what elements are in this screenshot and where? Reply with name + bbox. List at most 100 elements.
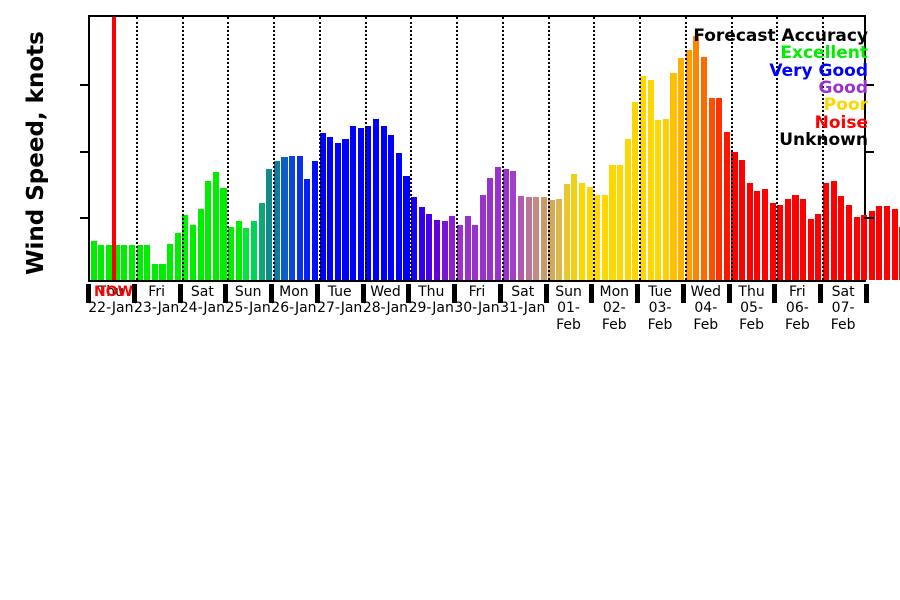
- bar: [670, 73, 677, 280]
- bar: [289, 155, 296, 280]
- bar: [853, 217, 860, 280]
- bar: [418, 206, 425, 280]
- bar: [807, 219, 814, 280]
- bar: [617, 164, 624, 280]
- bar: [655, 119, 662, 280]
- x-axis-day-separator: [864, 284, 869, 303]
- bar: [296, 155, 303, 280]
- bar: [746, 182, 753, 280]
- legend: Forecast Accuracy Excellent Very Good Good…: [693, 27, 868, 149]
- day-of-week: Fri: [789, 284, 806, 300]
- day-gridline: [822, 17, 825, 280]
- bar: [479, 195, 486, 280]
- bar: [563, 183, 570, 280]
- bar: [533, 196, 540, 280]
- day-date: 30-Jan: [454, 300, 500, 316]
- bar: [304, 178, 311, 280]
- bar: [769, 202, 776, 280]
- bar: [815, 213, 822, 280]
- day-of-week: Mon: [279, 284, 309, 300]
- bar: [777, 205, 784, 280]
- bar: [830, 181, 837, 280]
- x-axis-day-separator: [360, 284, 366, 303]
- day-of-week: Sat: [831, 284, 855, 300]
- bar: [334, 142, 341, 280]
- day-gridline: [684, 17, 687, 280]
- bar: [472, 224, 479, 280]
- bar: [822, 183, 830, 280]
- bar: [388, 134, 395, 280]
- day-date: 31-Jan: [500, 300, 546, 316]
- bar: [609, 165, 616, 280]
- bar: [739, 159, 746, 280]
- x-axis-day-label: Sat 31-Jan: [500, 284, 546, 317]
- bar: [800, 198, 807, 280]
- day-gridline: [730, 17, 733, 280]
- y-tick: [80, 83, 90, 86]
- bar: [601, 195, 608, 280]
- x-axis-day-label: Thu 22-Jan: [88, 284, 134, 317]
- bar: [197, 209, 204, 280]
- bar: [861, 214, 868, 280]
- bar: [632, 102, 639, 280]
- day-date: 28-Jan: [362, 300, 409, 316]
- bar: [487, 177, 494, 280]
- bar: [624, 138, 631, 280]
- legend-entry-noise: Noise: [814, 112, 868, 133]
- bar: [495, 167, 502, 280]
- bar: [395, 153, 402, 280]
- bar: [678, 57, 685, 280]
- day-gridline: [547, 17, 550, 280]
- bar: [868, 210, 875, 280]
- bar: [685, 49, 692, 280]
- day-date: 27-Jan: [317, 300, 363, 316]
- bar: [167, 243, 174, 280]
- day-date: 23-Jan: [134, 300, 180, 316]
- bar: [647, 79, 654, 280]
- bar: [357, 127, 364, 280]
- bar: [662, 119, 669, 280]
- day-of-week: Mon: [599, 284, 630, 300]
- day-gridline: [227, 17, 230, 280]
- bar: [121, 245, 128, 280]
- x-axis-day-separator: [269, 284, 275, 303]
- x-axis-day-label: Mon 26-Jan: [271, 284, 317, 317]
- legend-entry-very-good: Very Good: [769, 60, 868, 81]
- day-gridline: [639, 17, 642, 280]
- day-gridline: [776, 17, 779, 280]
- x-axis-day-label: Fri 23-Jan: [134, 284, 180, 317]
- bar: [319, 133, 326, 280]
- x-axis-day-label: Tue 27-Jan: [317, 284, 363, 317]
- legend-entry-good: Good: [818, 77, 868, 98]
- bar: [723, 131, 730, 280]
- y-tick-right: [864, 150, 874, 153]
- bar: [281, 157, 288, 280]
- bar: [731, 151, 738, 280]
- x-axis-day-separator: [406, 284, 412, 303]
- day-gridline: [501, 17, 504, 280]
- x-axis-day-label: Fri 06-Feb: [774, 284, 820, 334]
- day-gridline: [456, 17, 459, 280]
- bar: [350, 126, 357, 280]
- bar: [220, 187, 227, 280]
- bar: [876, 205, 883, 280]
- day-gridline: [135, 17, 138, 280]
- x-axis-day-label: Mon 02-Feb: [591, 284, 637, 334]
- day-date: 26-Jan: [271, 300, 317, 316]
- day-date: 22-Jan: [88, 300, 134, 316]
- bar: [90, 241, 97, 280]
- x-axis-day-separator: [452, 284, 458, 303]
- bar: [693, 36, 700, 280]
- bar: [891, 208, 898, 280]
- x-axis-day-separator: [818, 284, 824, 303]
- x-axis-day-separator: [223, 284, 229, 303]
- day-gridline: [273, 17, 276, 280]
- bar: [754, 191, 761, 280]
- y-tick-right: [864, 217, 874, 220]
- x-axis-day-label: Sun 01-Feb: [546, 284, 592, 334]
- bar: [426, 213, 433, 280]
- x-axis-day-label: Fri 30-Jan: [454, 284, 500, 317]
- bar: [586, 187, 593, 280]
- bar: [250, 220, 258, 280]
- x-axis-day-separator: [772, 284, 778, 303]
